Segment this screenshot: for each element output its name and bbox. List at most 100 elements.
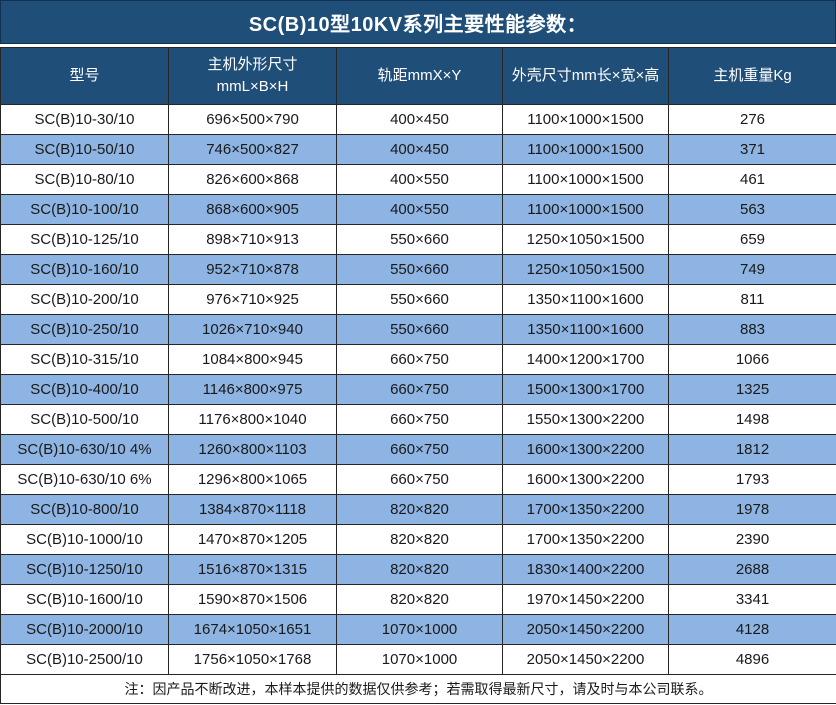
cell-enclosure-dimensions: 1250×1050×1500 [502, 254, 669, 285]
cell-host-dimensions: 868×600×905 [168, 194, 337, 225]
cell-weight: 659 [668, 224, 836, 255]
cell-enclosure-dimensions: 1400×1200×1700 [502, 344, 669, 375]
cell-model: SC(B)10-1250/10 [0, 554, 169, 585]
cell-weight: 883 [668, 314, 836, 345]
table-row: SC(B)10-250/10 1026×710×940 550×660 1350×11… [0, 314, 836, 345]
cell-rail-gauge: 820×820 [336, 584, 503, 615]
cell-rail-gauge: 660×750 [336, 464, 503, 495]
col-header-model-label: 型号 [69, 67, 100, 84]
cell-host-dimensions: 696×500×790 [168, 104, 337, 135]
table-row: SC(B)10-50/10 746×500×827 400×450 1100×1000… [0, 134, 836, 165]
cell-rail-gauge: 660×750 [336, 344, 503, 375]
spec-table: 型号 主机外形尺寸 mmL×B×H 轨距mmX×Y 外壳尺寸mm长×宽×高 主机… [0, 47, 836, 704]
cell-weight: 276 [668, 104, 836, 135]
col-header-weight: 主机重量Kg [668, 47, 836, 105]
cell-model: SC(B)10-200/10 [0, 284, 169, 315]
cell-model: SC(B)10-160/10 [0, 254, 169, 285]
cell-enclosure-dimensions: 2050×1450×2200 [502, 644, 669, 675]
cell-enclosure-dimensions: 1100×1000×1500 [502, 194, 669, 225]
cell-rail-gauge: 660×750 [336, 374, 503, 405]
col-header-weight-label: 主机重量Kg [713, 67, 792, 84]
cell-weight: 811 [668, 284, 836, 315]
cell-model: SC(B)10-2000/10 [0, 614, 169, 645]
cell-weight: 563 [668, 194, 836, 225]
cell-host-dimensions: 1756×1050×1768 [168, 644, 337, 675]
table-row: SC(B)10-500/10 1176×800×1040 660×750 1550×1… [0, 404, 836, 435]
col-header-rail-gauge: 轨距mmX×Y [336, 47, 503, 105]
table-row: SC(B)10-160/10 952×710×878 550×660 1250×105… [0, 254, 836, 285]
cell-weight: 4896 [668, 644, 836, 675]
table-row: SC(B)10-80/10 826×600×868 400×550 1100×1000… [0, 164, 836, 195]
table-row: SC(B)10-1000/10 1470×870×1205 820×820 1700×… [0, 524, 836, 555]
cell-host-dimensions: 1146×800×975 [168, 374, 337, 405]
cell-host-dimensions: 1084×800×945 [168, 344, 337, 375]
col-header-host-dimensions-line2: mmL×B×H [216, 78, 289, 95]
table-row: SC(B)10-1600/10 1590×870×1506 820×820 1970×… [0, 584, 836, 615]
cell-weight: 461 [668, 164, 836, 195]
cell-rail-gauge: 400×550 [336, 164, 503, 195]
cell-weight: 3341 [668, 584, 836, 615]
cell-rail-gauge: 820×820 [336, 554, 503, 585]
cell-rail-gauge: 820×820 [336, 494, 503, 525]
table-row: SC(B)10-30/10 696×500×790 400×450 1100×1000… [0, 104, 836, 135]
cell-enclosure-dimensions: 1350×1100×1600 [502, 284, 669, 315]
table-body: SC(B)10-30/10 696×500×790 400×450 1100×1000… [0, 104, 836, 675]
title-table-divider [0, 44, 836, 47]
cell-enclosure-dimensions: 1600×1300×2200 [502, 434, 669, 465]
cell-weight: 4128 [668, 614, 836, 645]
table-row: SC(B)10-200/10 976×710×925 550×660 1350×110… [0, 284, 836, 315]
cell-rail-gauge: 550×660 [336, 254, 503, 285]
cell-host-dimensions: 826×600×868 [168, 164, 337, 195]
cell-enclosure-dimensions: 1700×1350×2200 [502, 494, 669, 525]
cell-weight: 1325 [668, 374, 836, 405]
cell-host-dimensions: 952×710×878 [168, 254, 337, 285]
cell-rail-gauge: 660×750 [336, 404, 503, 435]
cell-host-dimensions: 1384×870×1118 [168, 494, 337, 525]
cell-model: SC(B)10-315/10 [0, 344, 169, 375]
cell-weight: 1978 [668, 494, 836, 525]
cell-model: SC(B)10-800/10 [0, 494, 169, 525]
cell-host-dimensions: 1296×800×1065 [168, 464, 337, 495]
cell-enclosure-dimensions: 1100×1000×1500 [502, 104, 669, 135]
cell-model: SC(B)10-1600/10 [0, 584, 169, 615]
cell-model: SC(B)10-630/10 4% [0, 434, 169, 465]
cell-host-dimensions: 1674×1050×1651 [168, 614, 337, 645]
cell-model: SC(B)10-2500/10 [0, 644, 169, 675]
cell-model: SC(B)10-50/10 [0, 134, 169, 165]
cell-host-dimensions: 1470×870×1205 [168, 524, 337, 555]
cell-host-dimensions: 1260×800×1103 [168, 434, 337, 465]
cell-model: SC(B)10-630/10 6% [0, 464, 169, 495]
table-row: SC(B)10-125/10 898×710×913 550×660 1250×105… [0, 224, 836, 255]
cell-enclosure-dimensions: 1550×1300×2200 [502, 404, 669, 435]
col-header-model: 型号 [0, 47, 169, 105]
cell-host-dimensions: 1176×800×1040 [168, 404, 337, 435]
table-row: SC(B)10-2500/10 1756×1050×1768 1070×1000 20… [0, 644, 836, 675]
cell-enclosure-dimensions: 1350×1100×1600 [502, 314, 669, 345]
col-header-rail-gauge-label: 轨距mmX×Y [377, 67, 462, 84]
cell-model: SC(B)10-100/10 [0, 194, 169, 225]
col-header-host-dimensions-line1: 主机外形尺寸 [207, 56, 298, 73]
cell-rail-gauge: 400×550 [336, 194, 503, 225]
cell-host-dimensions: 1026×710×940 [168, 314, 337, 345]
table-footer: 注：因产品不断改进，本样本提供的数据仅供参考；若需取得最新尺寸，请及时与本公司联… [0, 674, 836, 704]
table-row: SC(B)10-400/10 1146×800×975 660×750 1500×13… [0, 374, 836, 405]
cell-rail-gauge: 550×660 [336, 224, 503, 255]
cell-rail-gauge: 820×820 [336, 524, 503, 555]
cell-host-dimensions: 976×710×925 [168, 284, 337, 315]
cell-model: SC(B)10-30/10 [0, 104, 169, 135]
cell-host-dimensions: 1516×870×1315 [168, 554, 337, 585]
cell-rail-gauge: 1070×1000 [336, 644, 503, 675]
col-header-host-dimensions: 主机外形尺寸 mmL×B×H [168, 47, 337, 105]
table-row: SC(B)10-1250/10 1516×870×1315 820×820 1830×… [0, 554, 836, 585]
cell-model: SC(B)10-1000/10 [0, 524, 169, 555]
table-row: SC(B)10-630/10 4% 1260×800×1103 660×750 160… [0, 434, 836, 465]
cell-weight: 371 [668, 134, 836, 165]
table-row: SC(B)10-2000/10 1674×1050×1651 1070×1000 20… [0, 614, 836, 645]
cell-model: SC(B)10-400/10 [0, 374, 169, 405]
table-row: SC(B)10-100/10 868×600×905 400×550 1100×100… [0, 194, 836, 225]
cell-weight: 2390 [668, 524, 836, 555]
cell-model: SC(B)10-80/10 [0, 164, 169, 195]
table-row: SC(B)10-800/10 1384×870×1118 820×820 1700×1… [0, 494, 836, 525]
cell-rail-gauge: 1070×1000 [336, 614, 503, 645]
